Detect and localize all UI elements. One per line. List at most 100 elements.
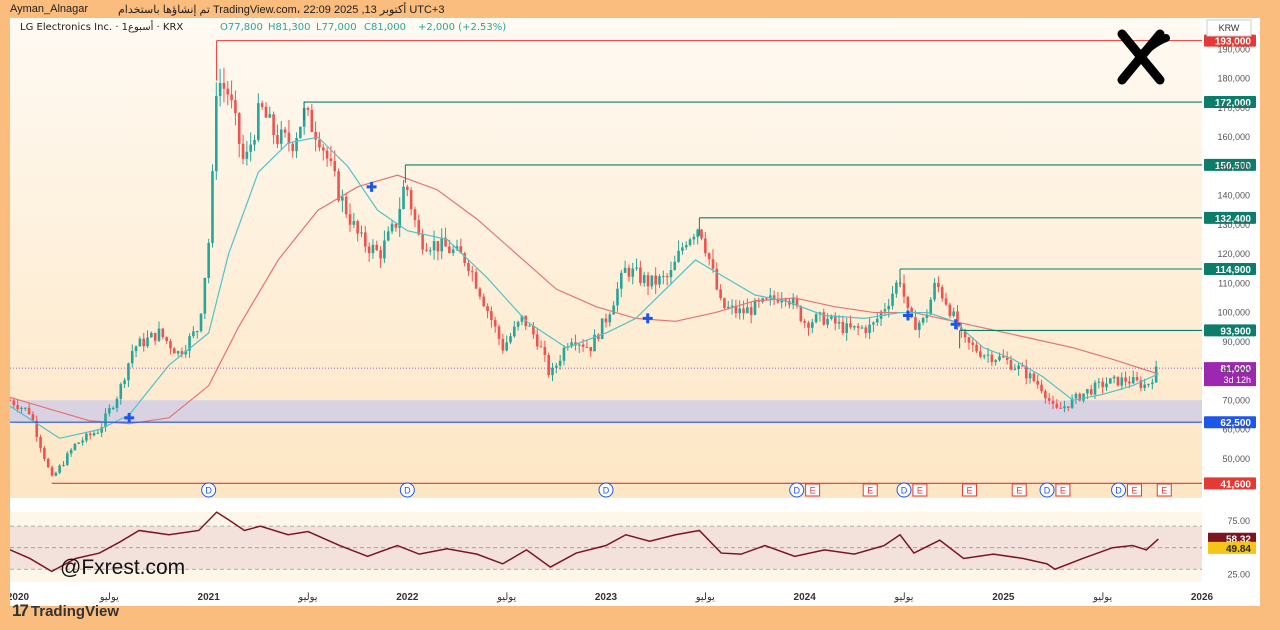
candle-body [96,432,100,434]
earnings-badge [1126,483,1142,497]
candle-body [715,268,719,290]
y-tick-label: 80,000 [1222,366,1250,376]
candle-body [925,314,929,318]
level-price-label: 93,900 [1220,326,1251,337]
candle-body [711,259,715,269]
candle-body [157,328,161,341]
candle-body [929,299,933,315]
candle-body [872,322,875,325]
candle-body [1017,365,1020,369]
cross-marker [366,181,377,192]
level-price-tag [1204,158,1256,171]
candle-body [1089,389,1093,395]
candle-body [604,318,608,323]
candle-body [1005,357,1009,361]
candle-body [1105,383,1108,388]
candle-body [1044,391,1047,399]
candle-body [43,447,46,459]
support-zone [10,400,1202,423]
candle-body [639,267,642,283]
candle-body [413,209,417,221]
candle-body [153,332,157,341]
candle-body [27,407,31,415]
candle-body [971,342,975,345]
candle-body [891,293,894,306]
candle-body [490,311,493,320]
candle-body [921,317,925,323]
candle-body [12,400,16,406]
candle-body [203,277,207,314]
candle-body [69,449,73,454]
candle-body [172,348,176,354]
x-tick-label: 2023 [595,592,618,603]
candle-body [10,400,12,402]
price-pane[interactable] [10,18,1202,498]
candle-body [520,315,524,322]
top-bar: Ayman_Alnagar تم إنشاؤها باستخدام Tradin… [0,0,1280,18]
candle-body [700,229,703,239]
candle-body [734,305,738,314]
candle-body [287,132,291,144]
candle-body [470,271,474,273]
candle-body [780,299,784,303]
candle-body [730,305,734,307]
candle-body [1070,398,1074,408]
candle-body [1086,389,1089,394]
candle-body [1040,384,1043,392]
candle-body [1124,377,1127,382]
y-tick-label: 120,000 [1217,249,1250,259]
candle-body [134,346,138,352]
rsi-ma-label: 49.84 [1226,544,1251,555]
candle-body [253,139,256,145]
candle-body [516,321,520,327]
y-tick-label: 160,000 [1217,132,1250,142]
event-badge-label: E [1060,486,1066,496]
candle-body [662,275,665,277]
candle-body [673,261,677,271]
candle-body [1112,376,1116,379]
currency-box[interactable] [1206,19,1252,37]
candle-body [776,298,780,303]
candle-body [432,241,436,251]
y-tick-label: 140,000 [1217,191,1250,201]
candle-body [975,344,978,352]
candle-body [444,237,447,247]
candle-body [646,275,650,287]
level-price-tag [1204,34,1256,47]
level-price-label: 193,000 [1215,37,1252,48]
cross-marker [902,310,913,321]
candle-body [257,103,260,140]
x-tick-label: يوليو [496,592,516,603]
candle-body [409,190,413,210]
candle-body [875,318,879,323]
candle-body [402,186,405,209]
y-tick-label: 50,000 [1222,454,1250,464]
legend-open: O77,800 [220,22,263,33]
price-chart[interactable]: 193,000 172,000 150,500 132,400 114,900 93,90… [10,18,1260,606]
candle-body [619,272,623,289]
candle-body [306,108,310,110]
candle-body [23,407,27,409]
candle-body [990,354,994,363]
x-tick-label: يوليو [99,592,119,603]
candle-body [230,94,233,101]
candle-body [50,467,54,476]
candle-body [379,250,382,259]
candle-body [864,327,868,333]
candle-body [616,288,619,306]
candle-body [902,283,906,297]
y-tick-label: 170,000 [1217,103,1250,113]
earnings-badge [1011,483,1027,497]
candle-body [58,465,61,473]
candle-body [371,244,375,254]
watermark-handle: @Fxrest.com [60,556,186,579]
candle-body [650,275,654,287]
event-badge-label: D [205,486,212,496]
candle-body [979,351,982,357]
candle-body [165,337,168,342]
candle-body [176,351,180,354]
candle-body [16,405,19,409]
candle-body [623,267,627,273]
candle-body [215,95,218,172]
candle-body [532,325,535,335]
